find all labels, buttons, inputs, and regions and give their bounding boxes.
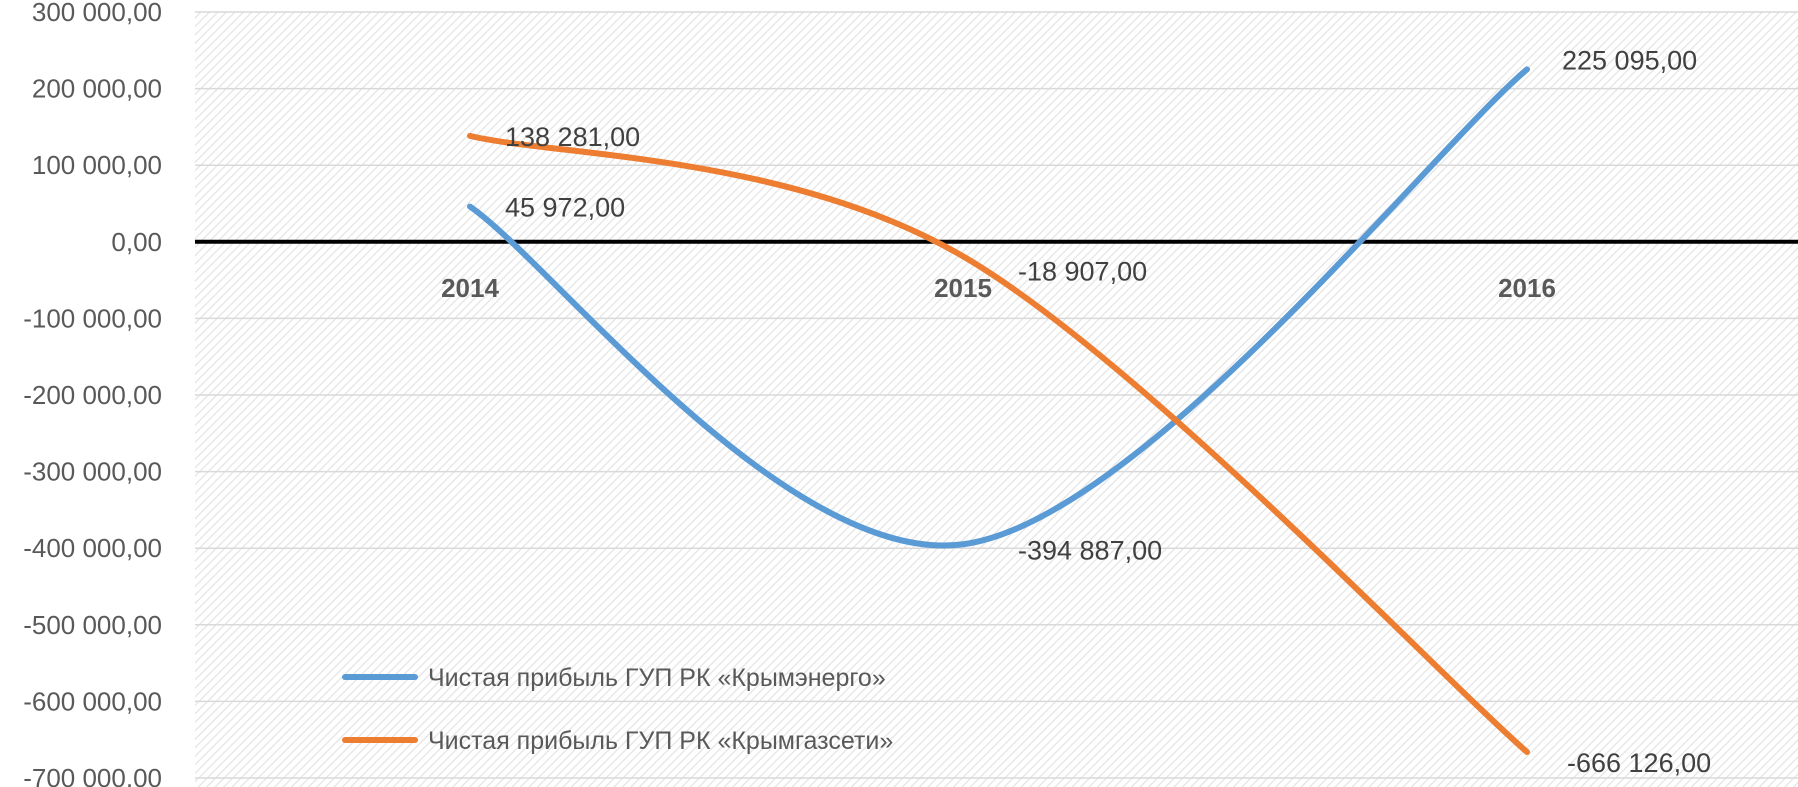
legend-entry: Чистая прибыль ГУП РК «Крымгазсети»	[428, 727, 893, 755]
x-tick-label: 2015	[934, 273, 992, 303]
y-tick-label: -100 000,00	[23, 303, 162, 333]
y-tick-label: 100 000,00	[32, 150, 162, 180]
data-label: 45 972,00	[505, 193, 625, 223]
data-label: -18 907,00	[1018, 256, 1147, 286]
legend: Чистая прибыль ГУП РК «Крымэнерго» Чистая…	[342, 664, 893, 755]
y-axis-tick-labels: 300 000,00 200 000,00 100 000,00 0,00 -100 0…	[23, 0, 162, 787]
data-label: -666 126,00	[1567, 748, 1711, 778]
data-labels: 45 972,00 -394 887,00 225 095,00 138 281,00…	[505, 45, 1711, 778]
y-tick-label: -700 000,00	[23, 763, 162, 787]
gridlines	[195, 11, 1798, 779]
y-tick-label: -500 000,00	[23, 610, 162, 640]
data-label: -394 887,00	[1018, 535, 1162, 565]
y-tick-label: -600 000,00	[23, 686, 162, 716]
data-label: 138 281,00	[505, 122, 640, 152]
x-axis-tick-labels: 2014 2015 2016	[441, 273, 1556, 303]
data-label: 225 095,00	[1562, 45, 1697, 75]
x-tick-label: 2016	[1498, 273, 1556, 303]
series-lines	[467, 66, 1530, 756]
plot-area	[195, 12, 1798, 787]
y-tick-label: -400 000,00	[23, 533, 162, 563]
series-line-0	[467, 66, 1530, 549]
y-tick-label: 0,00	[111, 227, 162, 257]
y-tick-label: 300 000,00	[32, 0, 162, 27]
series-line-1	[467, 132, 1530, 756]
y-tick-label: -200 000,00	[23, 380, 162, 410]
legend-entry: Чистая прибыль ГУП РК «Крымэнерго»	[428, 664, 886, 692]
y-tick-label: -300 000,00	[23, 457, 162, 487]
y-tick-label: 200 000,00	[32, 74, 162, 104]
x-tick-label: 2014	[441, 273, 499, 303]
